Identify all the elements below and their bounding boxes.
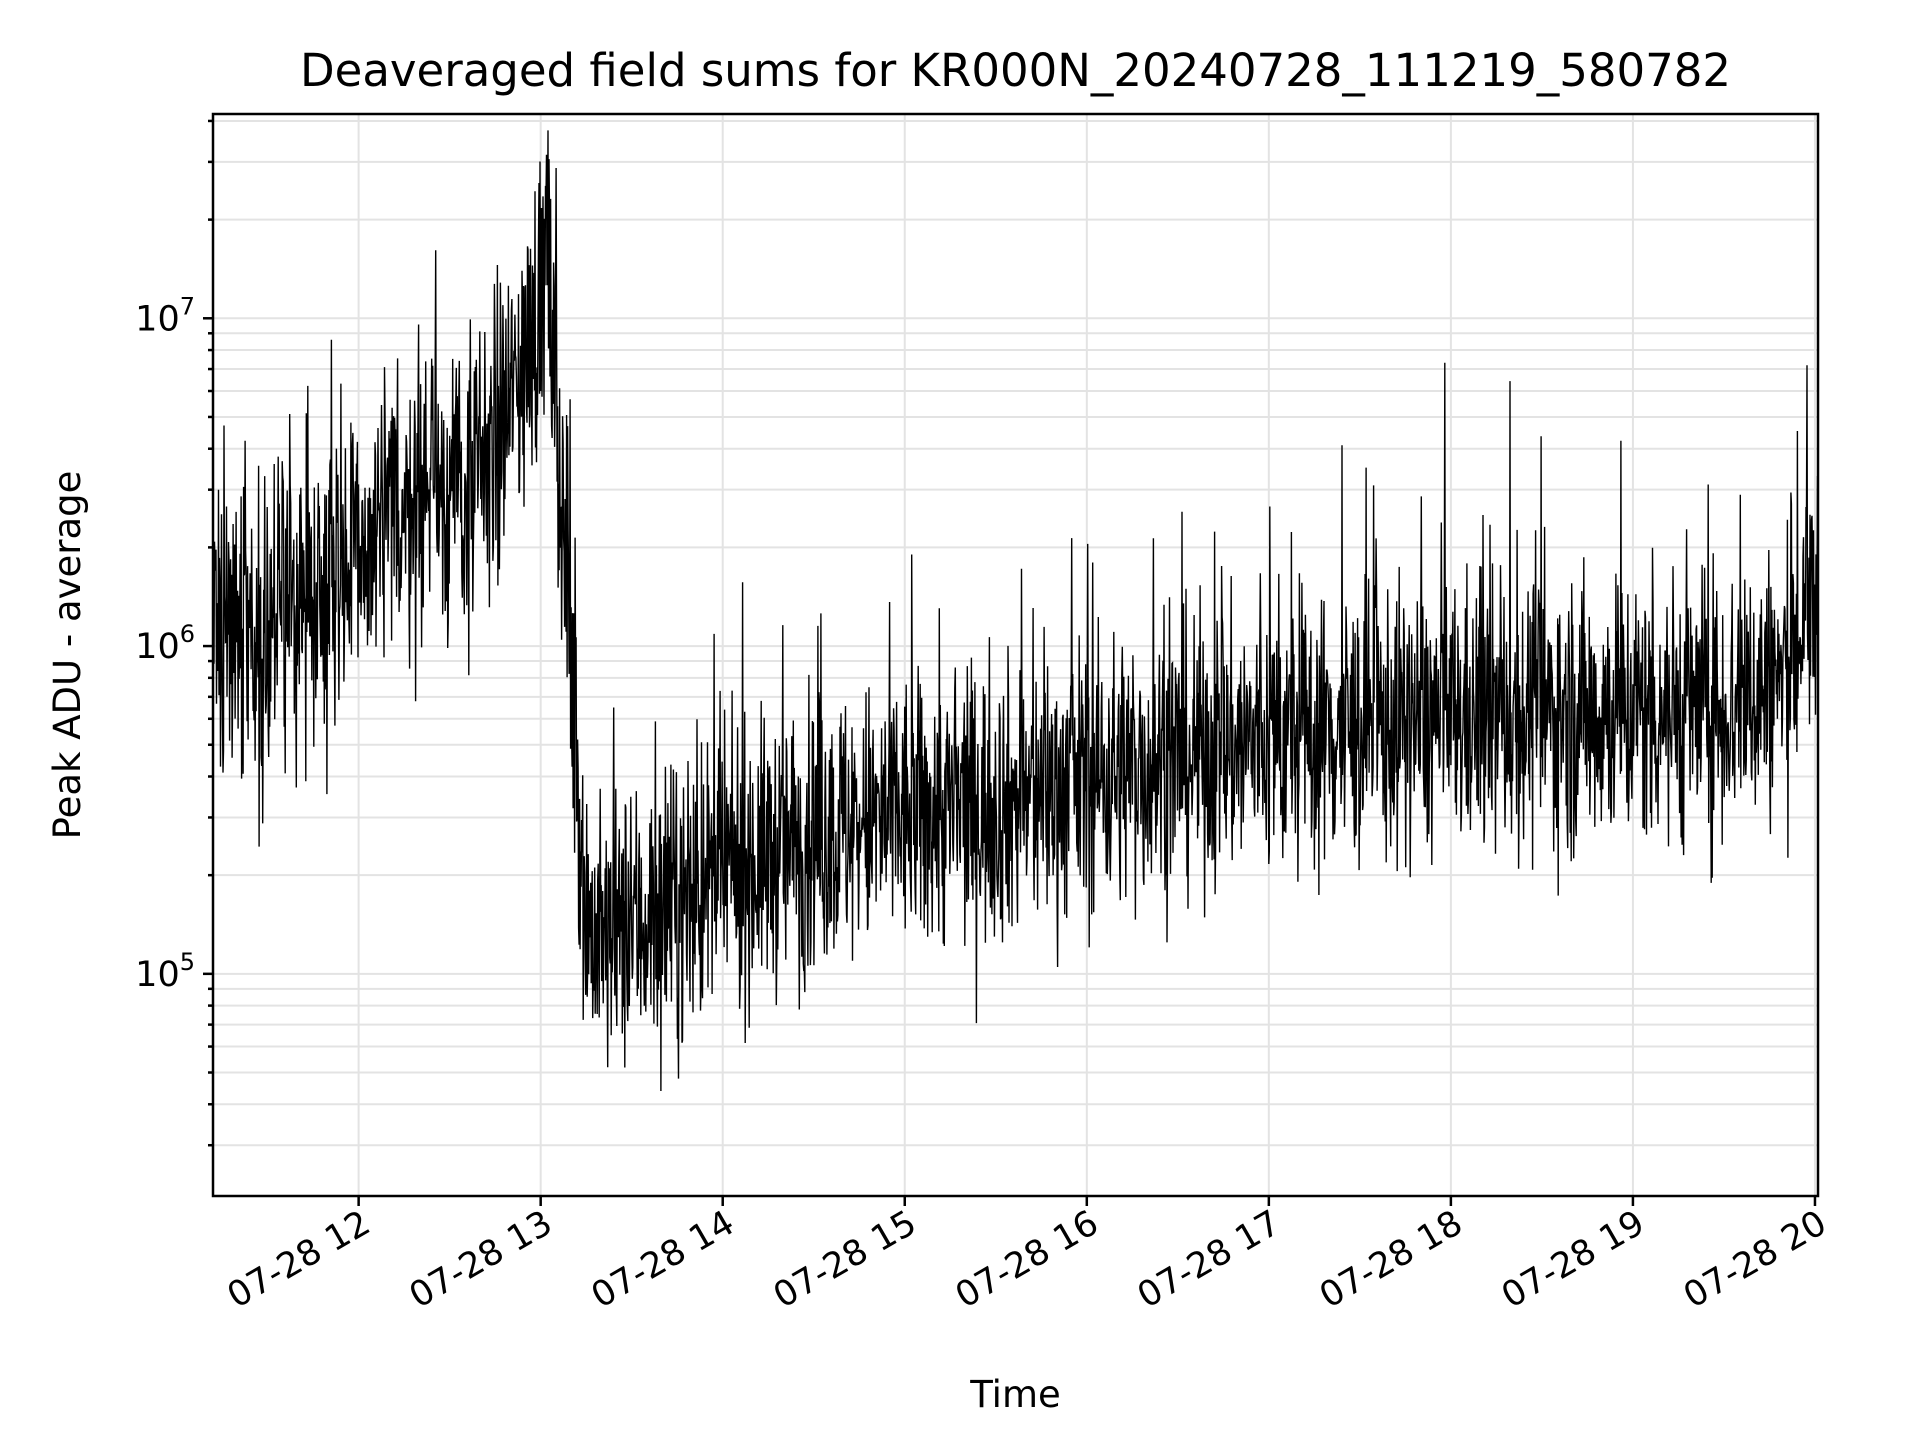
x-tick-label: 07-28 20 [1677,1203,1833,1316]
x-tick-label: 07-28 12 [221,1203,377,1316]
y-tick-label: 106 [135,620,195,667]
x-tick-label: 07-28 17 [1131,1203,1287,1316]
chart-title: Deaveraged field sums for KR000N_2024072… [300,44,1731,97]
x-tick-label: 07-28 18 [1313,1203,1469,1316]
x-axis: 07-28 12 07-28 13 07-28 14 07-28 15 07-28 16… [221,1196,1833,1316]
x-tick-label: 07-28 16 [949,1203,1105,1316]
y-tick-exponent: 5 [180,948,195,976]
y-tick-base: 10 [135,627,180,667]
y-tick-base: 10 [135,955,180,995]
x-tick-label: 07-28 13 [403,1203,559,1316]
x-tick-label: 07-28 15 [767,1203,923,1316]
series-line [212,130,1819,1092]
x-tick-label: 07-28 14 [585,1203,741,1316]
y-tick-label: 107 [135,292,195,339]
grid [213,114,1818,1196]
x-axis-label: Time [969,1373,1061,1416]
y-tick-base: 10 [135,299,180,339]
series-layer [212,130,1819,1092]
y-tick-label: 105 [135,948,195,995]
y-tick-exponent: 6 [180,620,195,648]
plot-frame [211,112,1820,1198]
y-tick-exponent: 7 [180,292,195,320]
x-tick-label: 07-28 19 [1495,1203,1651,1316]
y-axis-label: Peak ADU - average [46,471,89,840]
